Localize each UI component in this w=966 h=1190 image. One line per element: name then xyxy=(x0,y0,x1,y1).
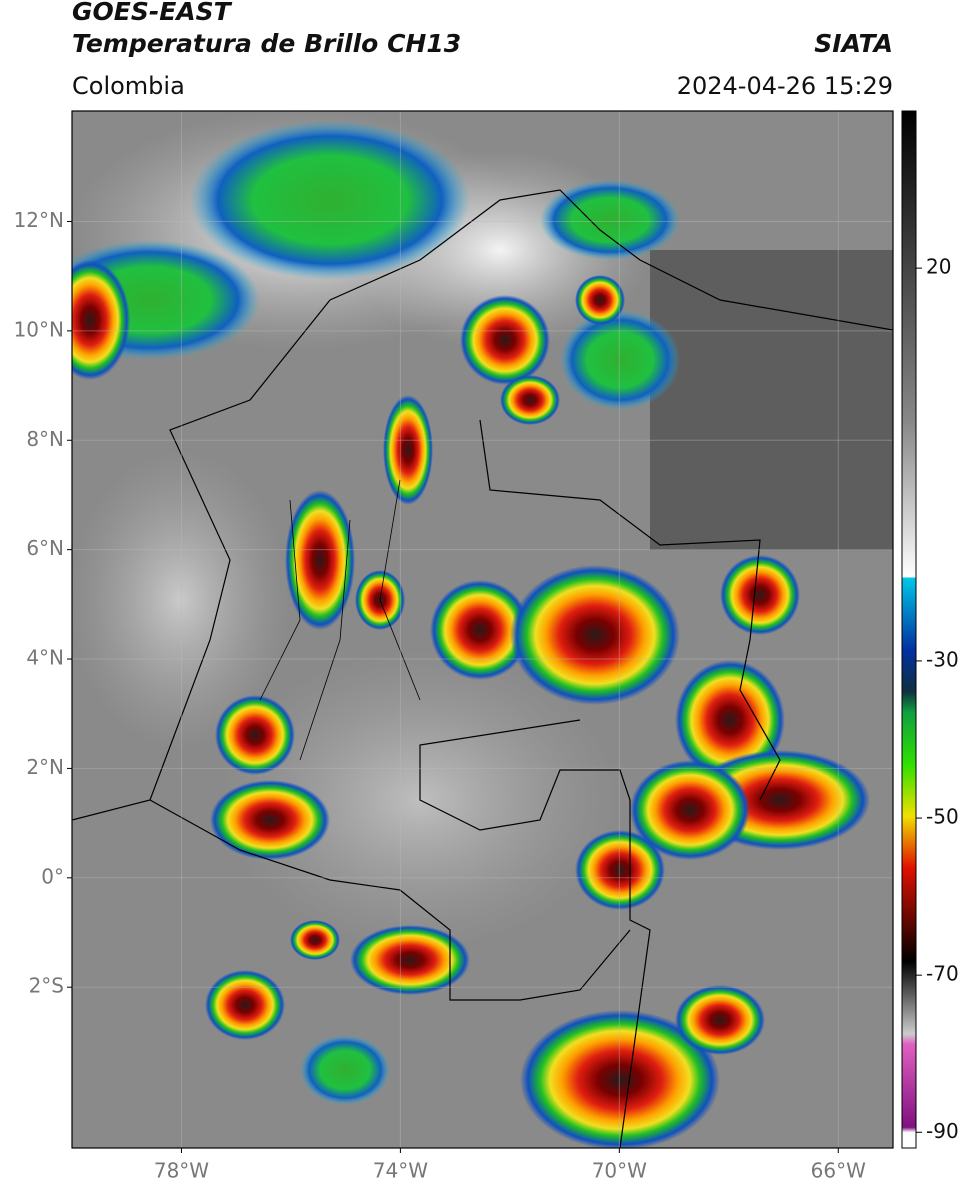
lat-tick-label: 4°N xyxy=(26,646,64,670)
lon-tick-label: 66°W xyxy=(811,1159,866,1183)
colorbar-tick-label: -30 xyxy=(926,647,959,671)
map-frame xyxy=(71,110,894,1149)
satellite-image xyxy=(72,111,893,1148)
colorbar-tick-label: -90 xyxy=(926,1119,959,1143)
product-name: Temperatura de Brillo CH13 xyxy=(72,29,461,58)
region: Colombia xyxy=(72,72,185,100)
colorbar-tick-label: -50 xyxy=(926,805,959,829)
lat-tick-label: 8°N xyxy=(26,427,64,451)
colorbar xyxy=(901,110,917,1149)
satellite-name: GOES-EAST xyxy=(72,0,233,26)
lat-tick-label: 2°S xyxy=(29,974,64,998)
lat-tick-label: 0° xyxy=(41,864,64,888)
agency: SIATA xyxy=(814,29,893,58)
lon-tick-label: 70°W xyxy=(592,1159,647,1183)
lon-tick-label: 78°W xyxy=(154,1159,209,1183)
lat-tick-label: 12°N xyxy=(14,208,64,232)
datetime: 2024-04-26 15:29 xyxy=(677,72,893,100)
lat-tick-label: 2°N xyxy=(26,755,64,779)
lat-tick-label: 10°N xyxy=(14,317,64,341)
axes: 12°N 10°N 8°N 6°N 4°N 2°N 0° 2°S 78°W 74°W 70°W 66°… xyxy=(14,111,959,1183)
colorbar-tick-label: 20 xyxy=(926,255,951,279)
colorbar-tick-label: -70 xyxy=(926,962,959,986)
lat-tick-label: 6°N xyxy=(26,536,64,560)
lon-tick-label: 74°W xyxy=(373,1159,428,1183)
